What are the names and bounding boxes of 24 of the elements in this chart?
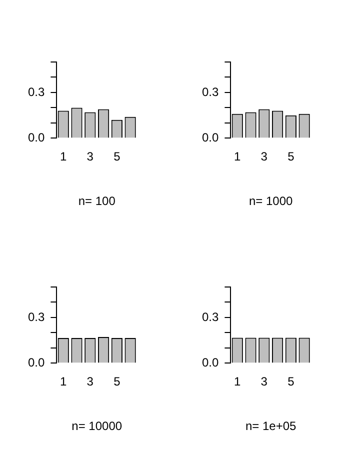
x-axis-title: n= 1e+05	[245, 419, 297, 434]
y-tick-label: 0.3	[28, 310, 45, 324]
x-axis-title: n= 100	[78, 194, 116, 208]
x-tick-label: 5	[114, 150, 121, 164]
y-tick-label: 0.3	[28, 84, 45, 99]
y-tick-label: 0.0	[28, 130, 45, 145]
y-tick-label: 0.0	[202, 356, 219, 370]
y-tick-label: 0.0	[28, 356, 45, 370]
x-tick-label: 1	[234, 150, 242, 164]
x-tick-label: 3	[86, 374, 94, 389]
x-tick-label: 3	[260, 150, 268, 164]
y-tick-label: 0.0	[202, 130, 219, 145]
x-tick-label: 3	[86, 150, 94, 164]
y-tick-label: 0.3	[202, 310, 219, 324]
x-tick-label: 3	[260, 374, 268, 389]
x-tick-label: 1	[60, 374, 68, 389]
x-axis-title: n= 1000	[248, 194, 294, 208]
x-tick-label: 1	[234, 374, 242, 389]
x-tick-label: 5	[288, 150, 295, 164]
y-tick-label: 0.3	[202, 84, 219, 99]
x-tick-label: 5	[288, 374, 295, 389]
x-tick-label: 1	[60, 150, 68, 164]
x-axis-title: n= 10000	[72, 419, 122, 434]
x-tick-label: 5	[114, 374, 121, 389]
